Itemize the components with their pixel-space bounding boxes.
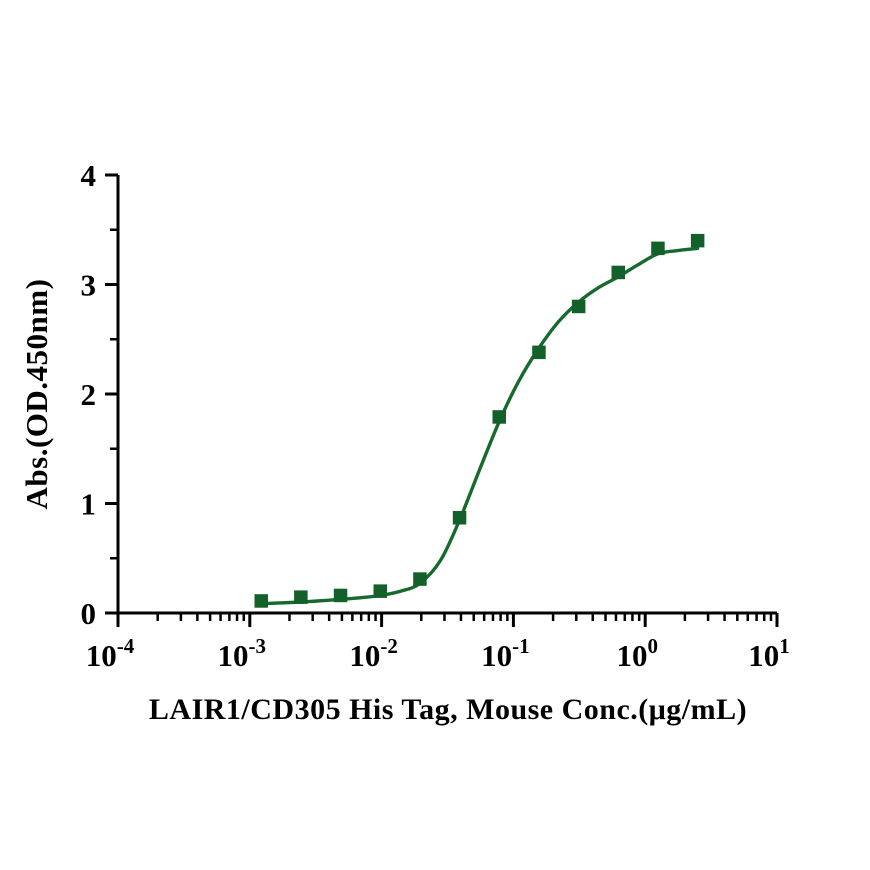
data-point (413, 572, 427, 586)
x-tick-label: 10-4 (86, 634, 135, 673)
y-axis-title: Abs.(OD.450nm) (19, 279, 54, 510)
fit-curve (259, 246, 700, 606)
y-tick-label: 1 (81, 487, 97, 522)
data-point (571, 299, 586, 314)
data-point (611, 265, 625, 280)
data-point (690, 233, 705, 248)
data-points (254, 233, 705, 608)
x-tick-label: 100 (616, 634, 658, 673)
x-tick-label: 10-1 (481, 634, 530, 673)
y-tick-label: 3 (81, 268, 97, 303)
data-point (373, 584, 387, 598)
data-point (452, 511, 467, 525)
data-point (333, 588, 348, 603)
y-tick-label: 0 (81, 596, 97, 631)
y-tick-label: 4 (81, 158, 97, 193)
x-tick-label: 10-2 (349, 634, 398, 673)
x-axis-title: LAIR1/CD305 His Tag, Mouse Conc.(μg/mL) (149, 693, 747, 726)
data-point (651, 241, 665, 256)
x-tick-label: 10-3 (218, 634, 266, 673)
y-axis: 0 1 2 3 4 (81, 158, 118, 631)
x-axis: 10-4 10-3 10-2 10-1 100 101 (86, 613, 790, 673)
x-tick-label: 101 (748, 634, 790, 673)
data-point (532, 345, 546, 360)
data-point (492, 410, 506, 424)
data-point (294, 590, 308, 604)
y-tick-label: 2 (81, 377, 97, 412)
data-point (254, 594, 268, 608)
